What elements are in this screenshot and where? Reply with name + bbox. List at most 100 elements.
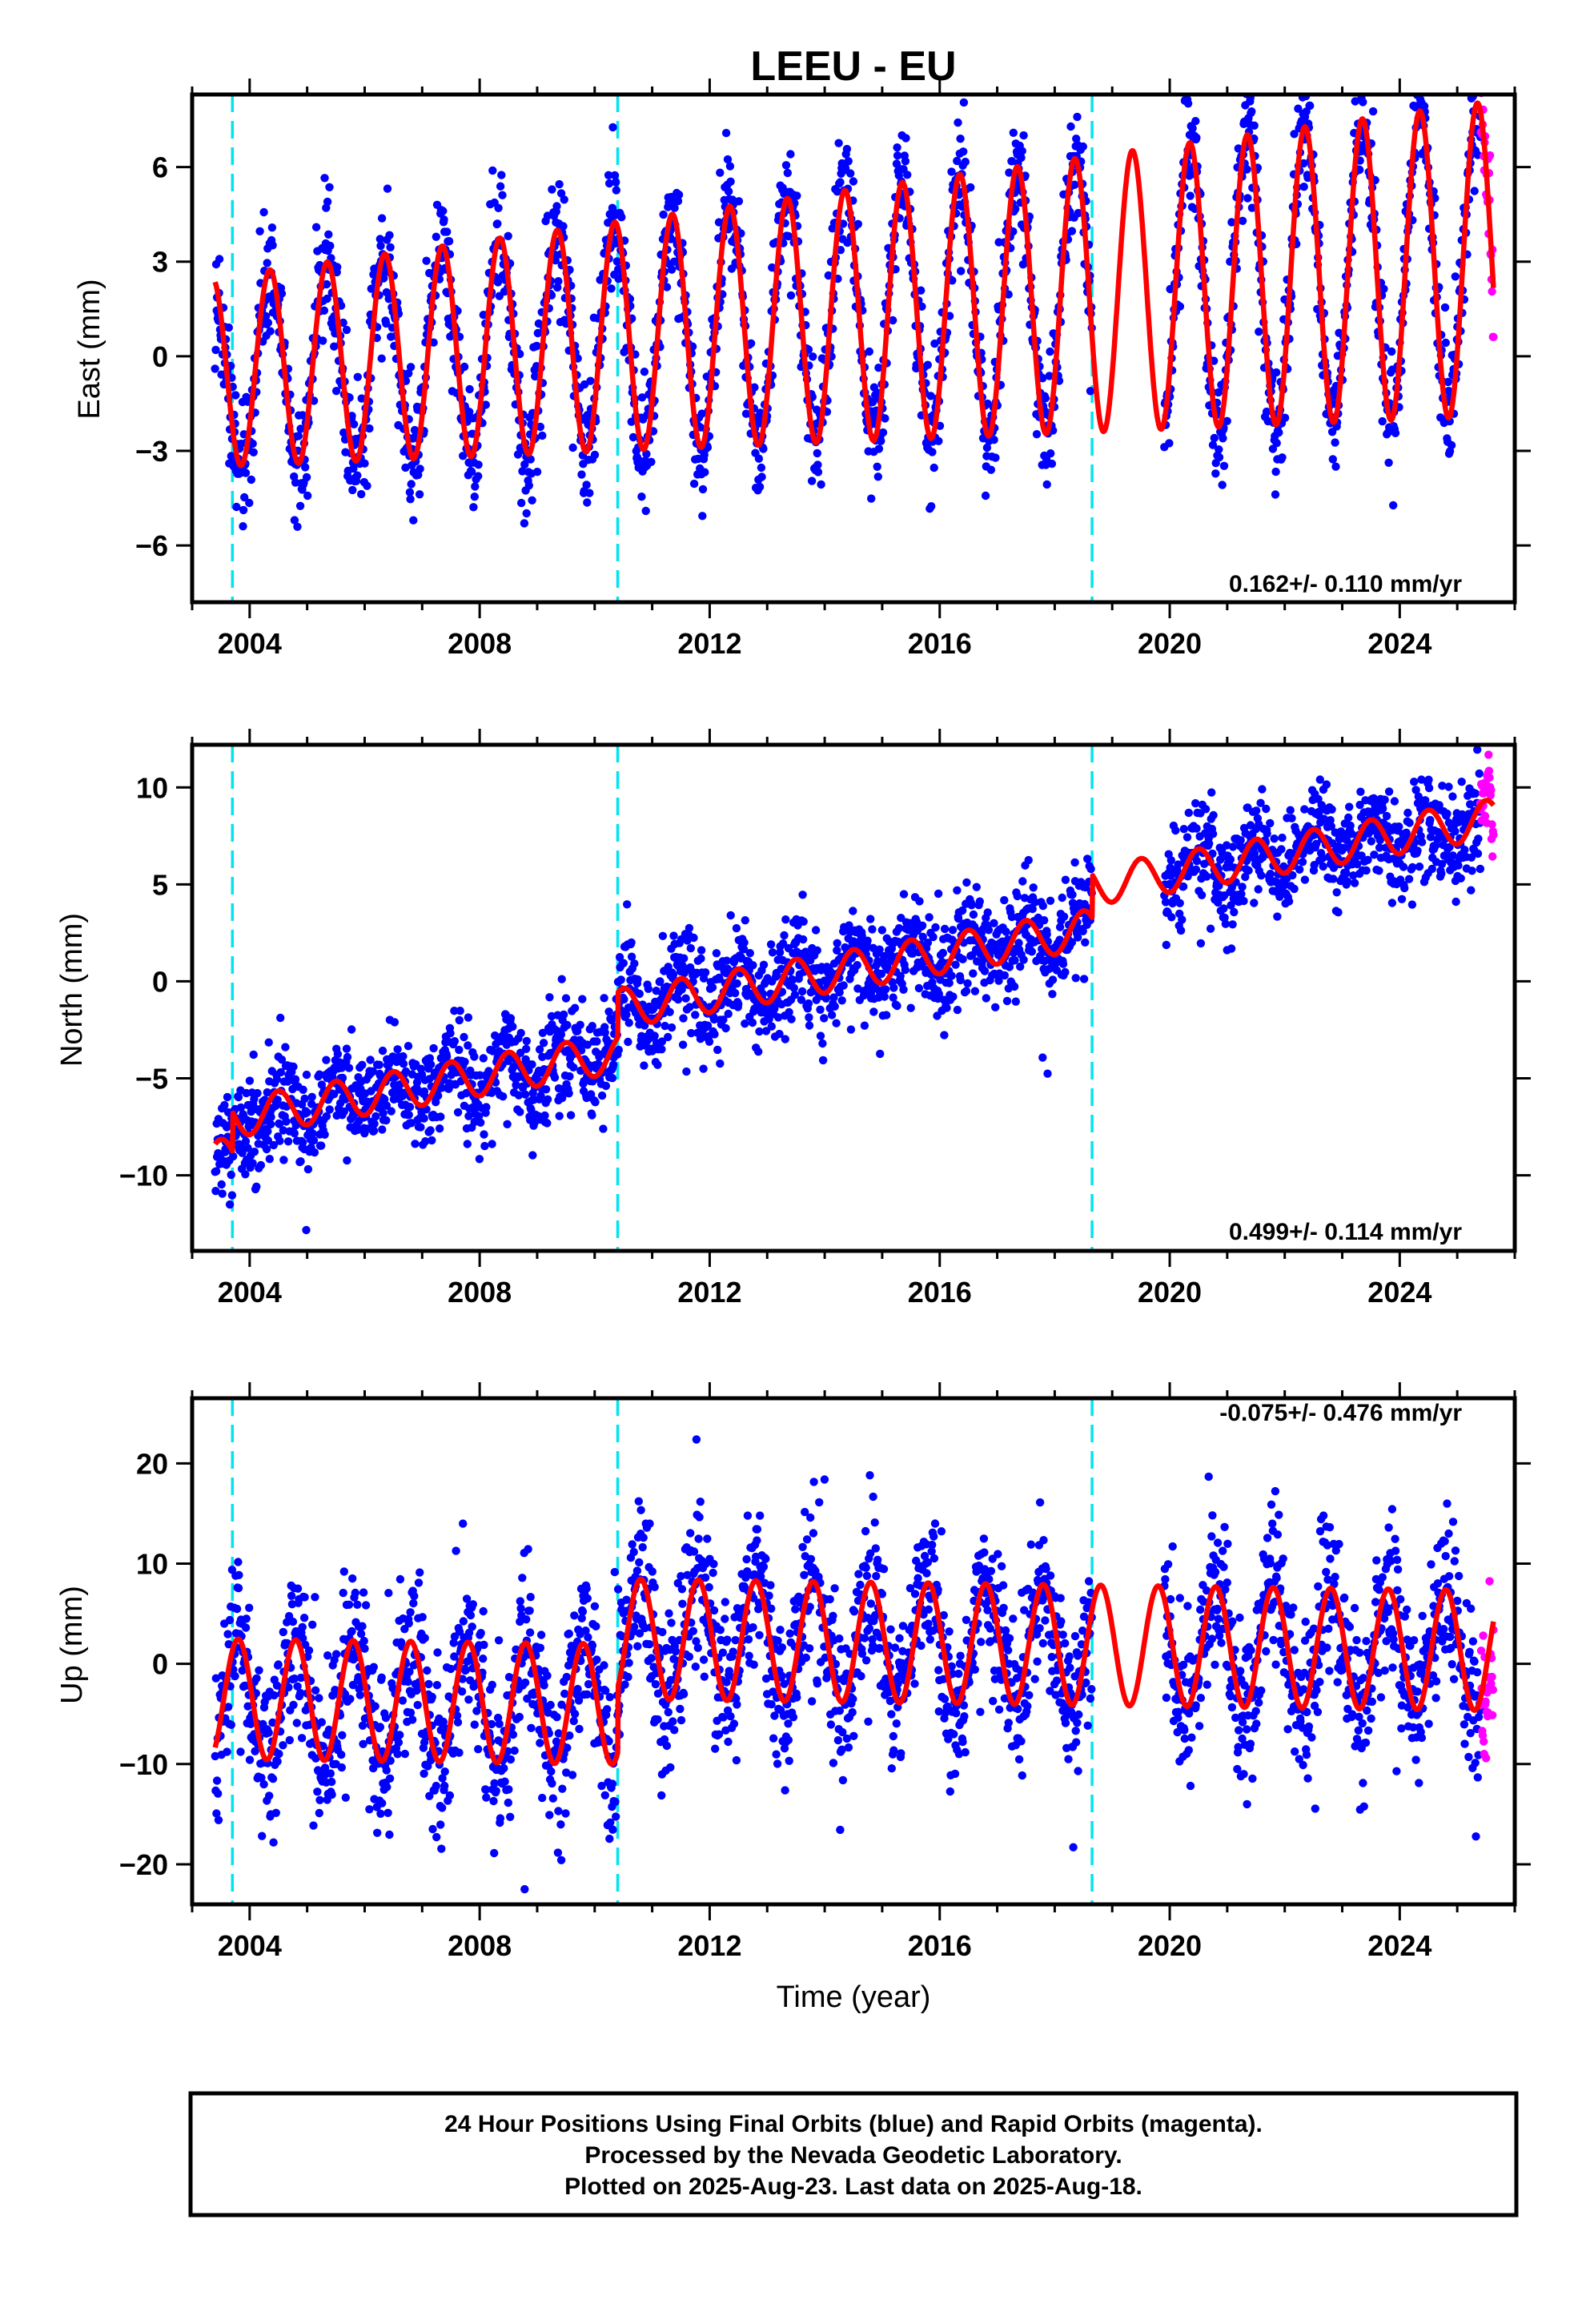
north-final-orbit-point: [799, 917, 808, 927]
north-final-orbit-point: [450, 1037, 460, 1046]
north-final-orbit-point: [291, 1075, 300, 1084]
east-x-tick-label: 2012: [677, 627, 741, 660]
north-final-orbit-point: [1460, 846, 1469, 854]
north-final-orbit-point: [1319, 862, 1327, 871]
east-final-orbit-point: [725, 162, 735, 171]
north-final-orbit-point: [1415, 862, 1424, 871]
east-final-orbit-point: [893, 143, 901, 152]
east-final-orbit-point: [363, 481, 371, 490]
east-final-orbit-point: [838, 219, 848, 228]
north-final-orbit-point: [211, 1187, 220, 1196]
east-final-orbit-point: [750, 383, 759, 392]
east-final-orbit-point: [474, 472, 483, 480]
north-final-orbit-point: [1175, 899, 1184, 908]
east-final-orbit-point: [757, 472, 766, 481]
north-final-orbit-point: [953, 1005, 962, 1015]
north-final-orbit-point: [248, 1159, 257, 1168]
north-final-orbit-point: [1011, 997, 1021, 1006]
north-final-orbit-point: [658, 931, 668, 941]
north-final-orbit-point: [721, 1023, 730, 1033]
east-final-orbit-point: [311, 223, 321, 231]
north-final-orbit-point: [827, 1011, 837, 1019]
east-final-orbit-point: [817, 480, 825, 489]
east-final-orbit-point: [577, 470, 586, 479]
north-final-orbit-point: [1345, 802, 1354, 811]
north-final-orbit-point: [1070, 858, 1079, 867]
north-final-orbit-point: [299, 1085, 307, 1095]
north-final-orbit-point: [1019, 955, 1028, 964]
north-final-orbit-point: [633, 975, 642, 984]
north-final-orbit-point: [499, 1092, 508, 1101]
north-final-orbit-point: [665, 1007, 674, 1017]
east-final-orbit-point: [1210, 433, 1219, 443]
east-final-orbit-point: [1249, 80, 1257, 88]
east-final-orbit-point: [1032, 430, 1042, 439]
north-final-orbit-point: [906, 1003, 915, 1012]
north-final-orbit-point: [1329, 875, 1338, 883]
north-final-orbit-point: [273, 1096, 282, 1104]
north-final-orbit-point: [393, 1045, 402, 1054]
east-final-orbit-point: [689, 479, 699, 489]
north-final-orbit-point: [880, 992, 889, 1001]
north-final-orbit-point: [382, 1116, 391, 1125]
east-final-orbit-point: [524, 481, 533, 490]
east-final-orbit-point: [322, 279, 331, 289]
north-final-orbit-points: [211, 746, 1485, 1235]
east-final-orbit-point: [755, 482, 765, 492]
east-final-orbit-point: [607, 284, 616, 293]
east-final-orbit-point: [375, 235, 384, 243]
east-final-orbit-point: [928, 448, 937, 456]
east-final-orbit-point: [807, 476, 817, 485]
east-final-orbit-point: [263, 259, 271, 267]
east-final-orbit-point: [349, 464, 358, 473]
north-final-orbit-point: [805, 1021, 814, 1030]
north-final-orbit-point: [543, 1119, 552, 1128]
north-final-orbit-point: [1207, 788, 1216, 797]
north-final-orbit-point: [1208, 830, 1218, 838]
north-final-orbit-point: [833, 939, 841, 948]
east-final-orbit-point: [385, 231, 394, 239]
north-final-orbit-point: [733, 979, 741, 988]
east-final-orbit-point: [1298, 58, 1306, 66]
north-final-orbit-point: [241, 1170, 250, 1179]
east-final-orbit-point: [528, 496, 536, 505]
east-final-orbit-point: [1355, 165, 1364, 175]
east-final-orbit-point: [834, 139, 843, 147]
east-final-orbit-point: [991, 453, 1000, 462]
north-final-orbit-point: [982, 994, 991, 1003]
east-final-orbit-point: [1272, 439, 1281, 448]
north-final-orbit-point: [653, 1060, 662, 1069]
north-final-orbit-point: [378, 1125, 387, 1134]
north-final-orbit-point: [1413, 846, 1422, 855]
east-final-orbit-point: [1290, 130, 1299, 139]
north-final-orbit-point: [1290, 884, 1299, 894]
north-final-orbit-point: [1270, 834, 1279, 843]
east-final-orbit-point: [1046, 347, 1054, 356]
east-final-orbit-point: [670, 257, 679, 266]
north-final-orbit-point: [276, 1013, 285, 1023]
east-final-orbit-point: [320, 174, 329, 183]
north-final-orbit-point: [426, 1126, 435, 1135]
north-final-orbit-point: [1457, 778, 1466, 786]
north-final-orbit-point: [805, 1013, 813, 1022]
north-final-orbit-point: [1356, 787, 1365, 796]
east-final-orbit-point: [1475, 78, 1483, 86]
north-final-orbit-point: [713, 1045, 722, 1055]
east-final-orbit-point: [957, 267, 966, 275]
east-final-orbit-point: [868, 397, 877, 407]
east-final-orbit-point: [981, 491, 990, 501]
north-final-orbit-point: [464, 1013, 473, 1022]
north-final-orbit-point: [759, 960, 769, 970]
north-final-orbit-point: [942, 1003, 951, 1012]
east-final-orbit-point: [290, 516, 299, 525]
north-final-orbit-point: [816, 1031, 825, 1040]
north-final-orbit-point: [229, 1152, 238, 1161]
north-final-orbit-point: [1179, 825, 1189, 834]
east-final-orbit-point: [1389, 501, 1398, 510]
north-final-orbit-point: [614, 1045, 623, 1055]
north-final-orbit-point: [555, 1112, 564, 1120]
north-final-orbit-point: [269, 1140, 278, 1150]
east-final-orbit-point: [1009, 128, 1018, 137]
north-final-orbit-point: [1403, 808, 1412, 818]
north-final-orbit-point: [640, 1061, 648, 1070]
